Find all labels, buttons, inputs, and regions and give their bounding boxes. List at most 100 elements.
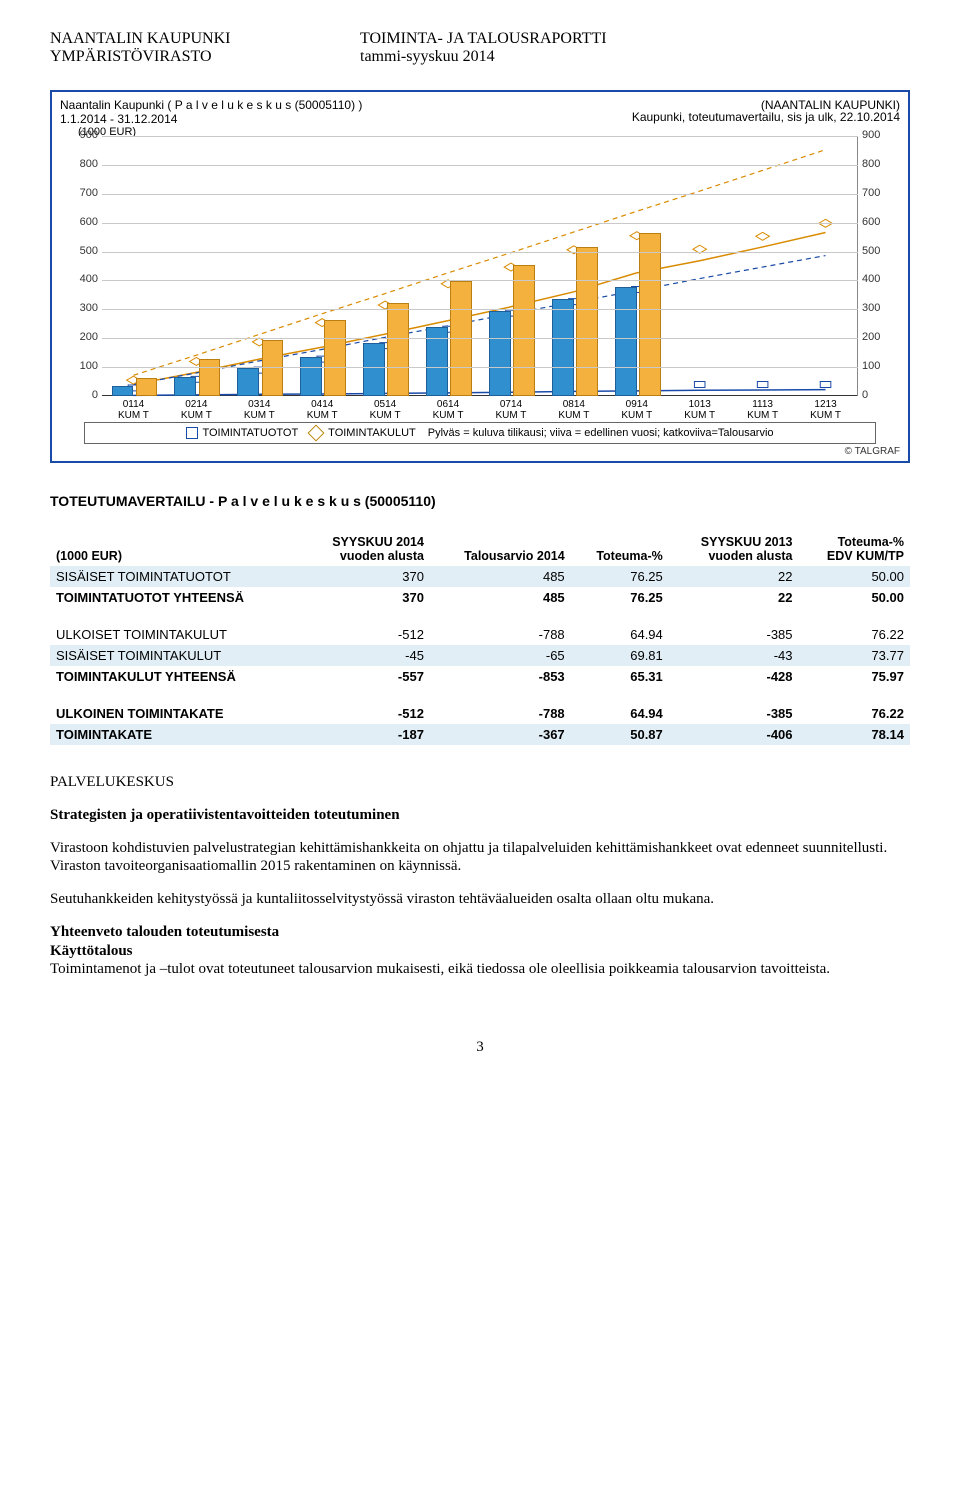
table-header: SYYSKUU 2013vuoden alusta (669, 532, 799, 566)
chart-container: Naantalin Kaupunki ( P a l v e l u k e s… (50, 90, 910, 463)
table-cell: ULKOINEN TOIMINTAKATE (50, 703, 300, 724)
table-cell: -385 (669, 624, 799, 645)
x-category-label: 1213KUM T (810, 399, 841, 421)
section-title: PALVELUKESKUS (50, 773, 910, 792)
table-header: Talousarvio 2014 (430, 532, 571, 566)
x-category-label: 0114KUM T (118, 399, 149, 421)
table-cell: 64.94 (571, 624, 669, 645)
table-header: SYYSKUU 2014vuoden alusta (300, 532, 430, 566)
table-cell: 50.87 (571, 724, 669, 745)
table-row: SISÄISET TOIMINTATUOTOT37048576.252250.0… (50, 566, 910, 587)
table-cell: -788 (430, 703, 571, 724)
bar-blue (174, 377, 196, 396)
x-category-label: 0514KUM T (370, 399, 401, 421)
x-category-label: 0714KUM T (495, 399, 526, 421)
chart-legend: TOIMINTATUOTOT TOIMINTAKULUT Pylväs = ku… (84, 422, 876, 444)
table-cell: 370 (300, 566, 430, 587)
bar-orange (639, 233, 661, 396)
bar-blue (615, 287, 637, 396)
x-category-label: 0914KUM T (621, 399, 652, 421)
table-cell: 22 (669, 566, 799, 587)
x-category-label: 1013KUM T (684, 399, 715, 421)
table-row: TOIMINTAKATE-187-36750.87-40678.14 (50, 724, 910, 745)
chart-subtitle: Kaupunki, toteutumavertailu, sis ja ulk,… (632, 110, 900, 126)
table-cell: -428 (669, 666, 799, 687)
body-h1: Strategisten ja operatiivistentavoitteid… (50, 806, 910, 825)
table-cell: 76.25 (571, 587, 669, 608)
table-cell: TOIMINTATUOTOT YHTEENSÄ (50, 587, 300, 608)
table-title: TOTEUTUMAVERTAILU - P a l v e l u k e s … (50, 493, 910, 509)
table-cell: 76.22 (799, 703, 910, 724)
table-cell: -853 (430, 666, 571, 687)
header-left-2: YMPÄRISTÖVIRASTO (50, 48, 360, 66)
table-cell: -43 (669, 645, 799, 666)
body-text: PALVELUKESKUS Strategisten ja operatiivi… (50, 773, 910, 979)
body-h2: Yhteenveto talouden toteutumisesta (50, 923, 910, 942)
table-cell: 22 (669, 587, 799, 608)
legend-b: TOIMINTAKULUT (328, 427, 416, 439)
table-cell: -367 (430, 724, 571, 745)
table-cell: -512 (300, 703, 430, 724)
chart-plot: 0114KUM T0214KUM T0314KUM T0414KUM T0514… (60, 136, 900, 416)
table-cell: 485 (430, 566, 571, 587)
body-p1: Virastoon kohdistuvien palvelustrategian… (50, 839, 910, 877)
bar-orange (324, 320, 346, 396)
bar-blue (300, 357, 322, 396)
table-cell: 76.22 (799, 624, 910, 645)
x-category-label: 0614KUM T (433, 399, 464, 421)
table-header: Toteuma-% (571, 532, 669, 566)
table-cell: -187 (300, 724, 430, 745)
legend-diamond-icon (308, 425, 325, 442)
table-cell: -65 (430, 645, 571, 666)
table-cell: SISÄISET TOIMINTATUOTOT (50, 566, 300, 587)
legend-a: TOIMINTATUOTOT (202, 427, 298, 439)
body-p2: Seutuhankkeiden kehitystyössä ja kuntali… (50, 890, 910, 909)
header-right-1: TOIMINTA- JA TALOUSRAPORTTI (360, 30, 607, 48)
financial-table: (1000 EUR)SYYSKUU 2014vuoden alustaTalou… (50, 532, 910, 745)
bar-orange (136, 378, 158, 396)
table-row: TOIMINTATUOTOT YHTEENSÄ37048576.252250.0… (50, 587, 910, 608)
table-cell: 64.94 (571, 703, 669, 724)
bar-blue (489, 311, 511, 396)
x-category-label: 0214KUM T (181, 399, 212, 421)
x-category-label: 1113KUM T (747, 399, 778, 421)
table-cell: 65.31 (571, 666, 669, 687)
table-cell: 370 (300, 587, 430, 608)
bar-orange (387, 303, 409, 396)
table-row: ULKOINEN TOIMINTAKATE-512-78864.94-38576… (50, 703, 910, 724)
body-h3: Käyttötalous (50, 942, 910, 961)
table-cell: 75.97 (799, 666, 910, 687)
table-cell: -557 (300, 666, 430, 687)
chart-date-range: 1.1.2014 - 31.12.2014 (60, 112, 177, 126)
table-cell: -45 (300, 645, 430, 666)
bar-blue (237, 368, 259, 396)
table-cell: 50.00 (799, 587, 910, 608)
page-header: NAANTALIN KAUPUNKI YMPÄRISTÖVIRASTO TOIM… (50, 30, 910, 66)
header-right-2: tammi-syyskuu 2014 (360, 48, 607, 66)
table-row: ULKOISET TOIMINTAKULUT-512-78864.94-3857… (50, 624, 910, 645)
bar-blue (552, 299, 574, 396)
table-cell: 69.81 (571, 645, 669, 666)
x-category-label: 0414KUM T (307, 399, 338, 421)
table-cell: -512 (300, 624, 430, 645)
page-number: 3 (50, 1039, 910, 1056)
header-left-1: NAANTALIN KAUPUNKI (50, 30, 360, 48)
chart-copyright: © TALGRAF (60, 446, 900, 457)
bar-orange (576, 247, 598, 396)
table-cell: TOIMINTAKULUT YHTEENSÄ (50, 666, 300, 687)
bar-blue (363, 343, 385, 396)
table-container: TOTEUTUMAVERTAILU - P a l v e l u k e s … (50, 493, 910, 745)
table-row: TOIMINTAKULUT YHTEENSÄ-557-85365.31-4287… (50, 666, 910, 687)
bar-blue (112, 386, 134, 396)
body-p3: Toimintamenot ja –tulot ovat toteutuneet… (50, 960, 910, 979)
table-cell: -385 (669, 703, 799, 724)
legend-square-icon (186, 427, 198, 439)
legend-text: Pylväs = kuluva tilikausi; viiva = edell… (428, 427, 774, 439)
chart-title-left: Naantalin Kaupunki ( P a l v e l u k e s… (60, 98, 362, 112)
x-category-label: 0314KUM T (244, 399, 275, 421)
table-cell: 76.25 (571, 566, 669, 587)
bar-orange (513, 265, 535, 396)
table-cell: -406 (669, 724, 799, 745)
table-cell: TOIMINTAKATE (50, 724, 300, 745)
table-row: SISÄISET TOIMINTAKULUT-45-6569.81-4373.7… (50, 645, 910, 666)
